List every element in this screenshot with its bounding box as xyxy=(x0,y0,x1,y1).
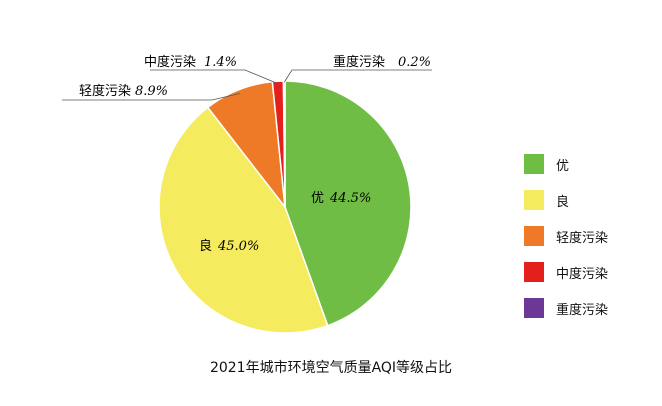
legend-label: 重度污染 xyxy=(556,302,609,318)
legend: 优 良 轻度污染 中度污染 重度污染 xyxy=(524,154,608,334)
slice-name-label-1: 良 xyxy=(199,238,212,254)
leader-line-moderate-pollution xyxy=(150,69,279,85)
legend-label: 轻度污染 xyxy=(556,230,609,246)
slice-value-label-0: 44.5% xyxy=(329,191,371,206)
legend-label: 优 xyxy=(556,158,570,174)
legend-item-good: 良 xyxy=(524,190,608,210)
legend-swatch-2 xyxy=(524,226,544,246)
legend-swatch-4 xyxy=(524,298,544,318)
legend-swatch-1 xyxy=(524,190,544,210)
slice-value-label-4: 0.2% xyxy=(398,55,431,70)
legend-swatch-0 xyxy=(524,154,544,174)
leader-lines xyxy=(62,69,432,101)
chart-title: 2021年城市环境空气质量AQI等级占比 xyxy=(209,360,453,376)
legend-label: 良 xyxy=(556,194,570,210)
leader-line-heavy-pollution xyxy=(283,69,432,83)
legend-item-moderate-pollution: 中度污染 xyxy=(524,262,608,282)
slice-value-label-2: 8.9% xyxy=(135,84,168,99)
legend-item-heavy-pollution: 重度污染 xyxy=(524,298,608,318)
pie-slice-1 xyxy=(158,106,329,334)
slice-value-label-1: 45.0% xyxy=(217,239,259,254)
legend-item-light-pollution: 轻度污染 xyxy=(524,226,608,246)
legend-item-excellent: 优 xyxy=(524,154,608,174)
pie-slice-0 xyxy=(284,80,412,327)
slice-name-label-0: 优 xyxy=(311,191,324,206)
slice-name-label-2: 轻度污染 xyxy=(79,83,131,99)
pie-slices xyxy=(158,80,412,334)
leader-line-light-pollution xyxy=(62,93,240,101)
slice-value-label-3: 1.4% xyxy=(204,55,237,70)
slice-name-label-4: 重度污染 xyxy=(333,54,385,70)
slice-name-label-3: 中度污染 xyxy=(144,54,196,70)
legend-label: 中度污染 xyxy=(556,266,609,282)
data-labels: 优 44.5% 良 45.0% 轻度污染 8.9% 中度污染 1.4% 重度污染… xyxy=(79,54,431,254)
legend-swatch-3 xyxy=(524,262,544,282)
